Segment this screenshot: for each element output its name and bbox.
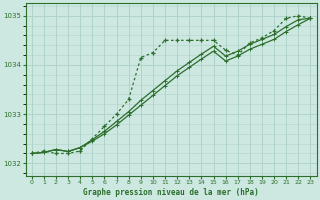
X-axis label: Graphe pression niveau de la mer (hPa): Graphe pression niveau de la mer (hPa)	[83, 188, 259, 197]
